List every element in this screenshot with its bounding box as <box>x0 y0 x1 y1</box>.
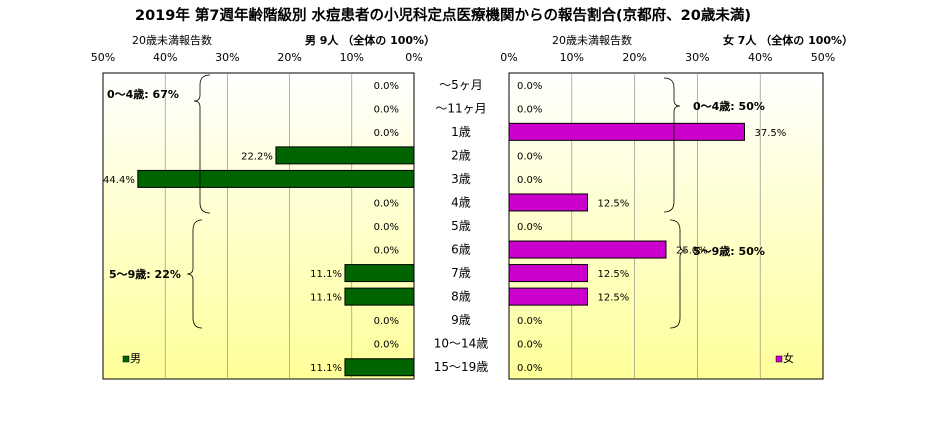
male-bar <box>344 358 415 377</box>
female-data-label: 0.0% <box>517 151 542 162</box>
male-tick-label: 10% <box>340 51 364 64</box>
female-data-label: 0.0% <box>517 104 542 115</box>
male-data-label: 11.1% <box>310 269 342 280</box>
female-tick-label: 0% <box>500 51 517 64</box>
chart-title: 2019年 第7週年齢階級別 水痘患者の小児科定点医療機関からの報告割合(京都府… <box>135 6 751 24</box>
female-data-label: 0.0% <box>517 340 542 351</box>
female-brace-5-9 <box>669 219 687 329</box>
male-header: 男 9人 （全体の 100%） <box>305 33 435 47</box>
female-bar <box>508 287 588 306</box>
category-label: 7歳 <box>451 266 471 280</box>
female-bar <box>508 264 588 283</box>
male-legend-label: 男 <box>130 352 141 365</box>
male-brace-0-4 <box>193 74 211 214</box>
male-data-label: 0.0% <box>374 81 399 92</box>
male-data-label: 0.0% <box>374 104 399 115</box>
category-label: 3歳 <box>451 172 471 186</box>
male-data-label: 0.0% <box>374 316 399 327</box>
female-bar <box>508 240 667 259</box>
female-data-label: 0.0% <box>517 222 542 233</box>
category-label: ～5ヶ月 <box>439 78 483 92</box>
male-axis-label: 20歳未満報告数 <box>132 34 212 47</box>
male-bar <box>275 146 415 165</box>
male-data-label: 0.0% <box>374 222 399 233</box>
female-bar <box>508 193 588 212</box>
female-tick-label: 40% <box>748 51 772 64</box>
male-data-label: 0.0% <box>374 198 399 209</box>
male-bar <box>344 264 415 283</box>
category-label: 8歳 <box>451 290 471 304</box>
category-label: 5歳 <box>451 219 471 233</box>
female-data-label: 0.0% <box>517 316 542 327</box>
male-data-label: 22.2% <box>241 151 273 162</box>
female-tick-label: 10% <box>560 51 584 64</box>
male-data-label: 0.0% <box>374 128 399 139</box>
female-tick-label: 50% <box>811 51 835 64</box>
category-label: 15～19歳 <box>434 360 489 374</box>
category-label: 4歳 <box>451 195 471 209</box>
female-axis-label: 20歳未満報告数 <box>552 34 632 47</box>
female-annotation-5-9: 5～9歳: 50% <box>693 244 765 258</box>
female-data-label: 0.0% <box>517 81 542 92</box>
category-label: 10～14歳 <box>434 337 489 351</box>
female-brace-0-4 <box>663 77 681 213</box>
female-header: 女 7人 （全体の 100%） <box>723 33 853 47</box>
category-label: ～11ヶ月 <box>435 101 486 115</box>
male-bar <box>344 287 415 306</box>
male-tick-label: 20% <box>277 51 301 64</box>
male-data-label: 0.0% <box>374 340 399 351</box>
female-legend-label: 女 <box>783 351 794 365</box>
female-data-label: 25.0% <box>676 246 708 257</box>
male-data-label: 44.4% <box>103 175 135 186</box>
female-legend-swatch <box>775 355 783 363</box>
male-tick-label: 30% <box>215 51 239 64</box>
category-label: 9歳 <box>451 313 471 327</box>
male-plot-area <box>102 72 415 380</box>
male-data-label: 11.1% <box>310 363 342 374</box>
female-data-label: 0.0% <box>517 175 542 186</box>
male-tick-label: 0% <box>405 51 422 64</box>
male-brace-5-9 <box>186 219 203 329</box>
female-data-label: 37.5% <box>755 128 787 139</box>
female-tick-label: 30% <box>685 51 709 64</box>
male-data-label: 0.0% <box>374 246 399 257</box>
category-label: 1歳 <box>451 125 471 139</box>
male-legend-swatch <box>122 355 130 363</box>
male-data-label: 11.1% <box>310 293 342 304</box>
male-tick-label: 40% <box>153 51 177 64</box>
female-data-label: 0.0% <box>517 363 542 374</box>
female-data-label: 12.5% <box>598 269 630 280</box>
female-data-label: 12.5% <box>598 293 630 304</box>
male-annotation-0-4: 0～4歳: 67% <box>107 87 179 101</box>
category-label: 2歳 <box>451 148 471 162</box>
female-tick-label: 20% <box>622 51 646 64</box>
category-label: 6歳 <box>451 243 471 257</box>
male-tick-label: 50% <box>91 51 115 64</box>
female-plot-area <box>508 72 824 380</box>
male-bar <box>137 169 415 188</box>
female-data-label: 12.5% <box>598 198 630 209</box>
female-bar <box>508 122 745 141</box>
female-annotation-0-4: 0～4歳: 50% <box>693 99 765 113</box>
male-annotation-5-9: 5～9歳: 22% <box>109 267 181 281</box>
